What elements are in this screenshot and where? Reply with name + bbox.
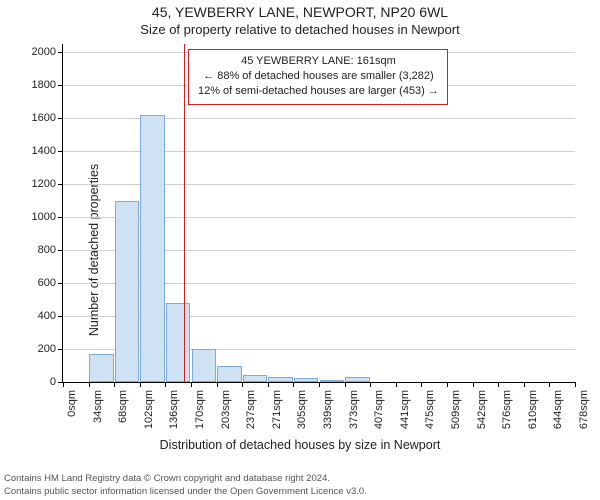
x-tick-mark	[217, 382, 218, 387]
y-tick-label: 2000	[16, 46, 56, 58]
footer-line1: Contains HM Land Registry data © Crown c…	[4, 473, 596, 485]
x-tick-mark	[473, 382, 474, 387]
x-tick-mark	[293, 382, 294, 387]
x-tick-label: 170sqm	[194, 390, 206, 429]
y-tick-label: 800	[16, 244, 56, 256]
y-tick-mark	[58, 250, 63, 251]
x-tick-mark	[268, 382, 269, 387]
y-tick-label: 1600	[16, 112, 56, 124]
x-tick-mark	[140, 382, 141, 387]
y-tick-label: 400	[16, 310, 56, 322]
x-tick-label: 271sqm	[271, 390, 283, 429]
x-tick-mark	[524, 382, 525, 387]
figure-title-line1: 45, YEWBERRY LANE, NEWPORT, NP20 6WL	[0, 4, 600, 20]
x-tick-label: 509sqm	[450, 390, 462, 429]
x-tick-mark	[549, 382, 550, 387]
x-tick-mark	[396, 382, 397, 387]
x-tick-label: 542sqm	[476, 390, 488, 429]
x-tick-mark	[191, 382, 192, 387]
x-tick-label: 339sqm	[322, 390, 334, 429]
y-tick-mark	[58, 217, 63, 218]
y-tick-mark	[58, 349, 63, 350]
annotation-line: 12% of semi-detached houses are larger (…	[196, 84, 440, 99]
histogram-bar	[268, 377, 293, 382]
x-tick-label: 610sqm	[527, 390, 539, 429]
x-tick-mark	[63, 382, 64, 387]
histogram-bar	[192, 349, 217, 382]
annotation-box: 45 YEWBERRY LANE: 161sqm← 88% of detache…	[188, 49, 448, 105]
x-tick-mark	[421, 382, 422, 387]
x-tick-mark	[498, 382, 499, 387]
histogram-bar	[89, 354, 114, 382]
x-tick-mark	[319, 382, 320, 387]
figure-container: { "titles": { "line1": "45, YEWBERRY LAN…	[0, 0, 600, 500]
x-tick-mark	[165, 382, 166, 387]
annotation-line: ← 88% of detached houses are smaller (3,…	[196, 69, 440, 84]
x-tick-mark	[447, 382, 448, 387]
x-tick-label: 0sqm	[66, 390, 78, 417]
x-tick-mark	[370, 382, 371, 387]
y-tick-label: 1200	[16, 178, 56, 190]
x-tick-label: 136sqm	[168, 390, 180, 429]
x-tick-mark	[242, 382, 243, 387]
x-tick-label: 102sqm	[143, 390, 155, 429]
histogram-bar	[217, 366, 242, 382]
y-tick-label: 1800	[16, 79, 56, 91]
footer-attribution: Contains HM Land Registry data © Crown c…	[4, 473, 596, 498]
histogram-bar	[320, 380, 345, 382]
y-tick-mark	[58, 316, 63, 317]
footer-line2: Contains public sector information licen…	[4, 486, 596, 498]
x-tick-label: 373sqm	[348, 390, 360, 429]
x-tick-mark	[575, 382, 576, 387]
y-tick-mark	[58, 118, 63, 119]
y-tick-mark	[58, 184, 63, 185]
x-tick-mark	[89, 382, 90, 387]
histogram-bar	[345, 377, 370, 382]
histogram-bar	[243, 375, 268, 382]
reference-line	[184, 44, 185, 382]
y-tick-label: 200	[16, 343, 56, 355]
x-tick-label: 34sqm	[92, 390, 104, 423]
histogram-bar	[140, 115, 165, 382]
x-tick-mark	[114, 382, 115, 387]
y-tick-label: 1000	[16, 211, 56, 223]
x-tick-label: 644sqm	[552, 390, 564, 429]
y-tick-label: 0	[16, 376, 56, 388]
histogram-bar	[166, 303, 191, 382]
x-tick-label: 576sqm	[501, 390, 513, 429]
x-tick-label: 203sqm	[220, 390, 232, 429]
x-tick-label: 407sqm	[373, 390, 385, 429]
y-tick-mark	[58, 85, 63, 86]
x-tick-label: 678sqm	[578, 390, 590, 429]
plot-area: 45 YEWBERRY LANE: 161sqm← 88% of detache…	[62, 44, 575, 383]
x-tick-mark	[345, 382, 346, 387]
x-tick-label: 441sqm	[399, 390, 411, 429]
y-tick-mark	[58, 151, 63, 152]
y-tick-label: 1400	[16, 145, 56, 157]
y-tick-mark	[58, 52, 63, 53]
figure-title-line2: Size of property relative to detached ho…	[0, 22, 600, 37]
x-axis-label: Distribution of detached houses by size …	[0, 438, 600, 452]
y-tick-mark	[58, 283, 63, 284]
x-tick-label: 305sqm	[296, 390, 308, 429]
x-tick-label: 237sqm	[245, 390, 257, 429]
annotation-line: 45 YEWBERRY LANE: 161sqm	[196, 54, 440, 69]
histogram-bar	[294, 378, 319, 382]
y-tick-label: 600	[16, 277, 56, 289]
x-tick-label: 475sqm	[424, 390, 436, 429]
histogram-bar	[115, 201, 140, 382]
x-tick-label: 68sqm	[117, 390, 129, 423]
